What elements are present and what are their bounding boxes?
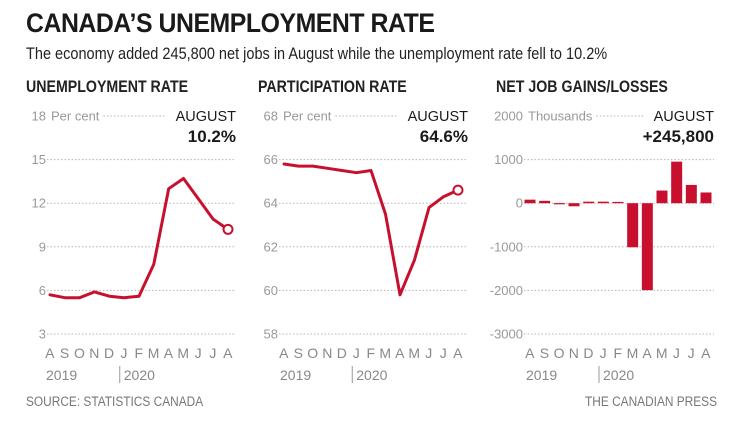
x-tick-label: J (600, 345, 608, 361)
x-tick-label: J (353, 345, 361, 361)
x-tick-label: M (148, 345, 160, 361)
bar (700, 192, 712, 204)
bar (612, 201, 624, 204)
y-tick-label: 58 (264, 327, 278, 342)
x-tick-label: M (379, 345, 391, 361)
x-tick-label: A (525, 345, 535, 361)
unemployment-panel-title: UNEMPLOYMENT RATE (26, 78, 189, 96)
latest-value: 64.6% (420, 127, 468, 146)
x-tick-label: J (209, 345, 217, 361)
y-tick-label: 6 (39, 283, 46, 298)
x-tick-label: O (307, 345, 318, 361)
x-tick-label: J (120, 345, 128, 361)
x-tick-label: O (554, 345, 565, 361)
latest-month-label: AUGUST (408, 109, 469, 125)
x-tick-label: M (177, 345, 189, 361)
x-tick-label: N (322, 345, 333, 361)
x-tick-label: A (164, 345, 174, 361)
x-tick-label: F (613, 345, 622, 361)
year-label: 2020 (356, 367, 387, 383)
y-tick-label: 62 (264, 239, 278, 254)
bar (553, 203, 565, 205)
bar (627, 203, 639, 248)
bar (656, 190, 668, 204)
year-label: 2019 (280, 367, 311, 383)
y-unit-label: Per cent (51, 109, 100, 124)
y-tick-label: -2000 (490, 283, 523, 298)
bar (524, 199, 536, 204)
data-point-latest (452, 184, 464, 196)
x-tick-label: M (656, 345, 668, 361)
y-tick-label: 12 (32, 196, 46, 211)
year-label: 2020 (603, 367, 634, 383)
netjobs-chart: -3000 -2000 -1000 0 1000 2000 Thousands AUGUST +… (490, 109, 715, 383)
source-note: SOURCE: STATISTICS CANADA (26, 394, 204, 409)
latest-value: +245,800 (643, 127, 714, 146)
y-tick-label: -1000 (490, 239, 523, 254)
y-tick-label: 66 (264, 152, 278, 167)
x-tick-label: A (642, 345, 652, 361)
bar (671, 161, 683, 204)
x-tick-label: N (89, 345, 100, 361)
x-tick-label: S (294, 345, 304, 361)
x-tick-label: J (688, 345, 696, 361)
x-tick-label: M (408, 345, 420, 361)
x-tick-label: J (195, 345, 203, 361)
y-tick-label: 60 (264, 283, 278, 298)
year-label: 2019 (46, 367, 77, 383)
bar (597, 201, 609, 204)
bar (641, 203, 653, 291)
x-tick-label: J (673, 345, 681, 361)
bar (568, 203, 580, 207)
x-tick-label: A (395, 345, 405, 361)
y-tick-label: 64 (264, 196, 278, 211)
x-tick-label: A (701, 345, 711, 361)
x-tick-label: D (583, 345, 594, 361)
bar (583, 201, 595, 204)
x-tick-label: F (366, 345, 375, 361)
participation-panel-title: PARTICIPATION RATE (258, 78, 407, 96)
y-tick-label: 15 (32, 152, 46, 167)
latest-month-label: AUGUST (176, 109, 237, 125)
x-tick-label: M (627, 345, 639, 361)
y-unit-label: Thousands (528, 109, 593, 124)
y-tick-label: 2000 (494, 109, 523, 124)
x-tick-label: D (337, 345, 348, 361)
credit-note: THE CANADIAN PRESS (584, 394, 717, 409)
y-tick-label: 18 (32, 109, 46, 124)
x-tick-label: S (60, 345, 70, 361)
x-tick-label: S (540, 345, 550, 361)
y-tick-label: 9 (39, 239, 46, 254)
bar (685, 184, 697, 204)
latest-month-label: AUGUST (654, 109, 715, 125)
x-tick-label: N (569, 345, 580, 361)
x-tick-label: O (74, 345, 85, 361)
x-tick-label: A (45, 345, 55, 361)
page-subtitle: The economy added 245,800 net jobs in Au… (26, 45, 608, 63)
data-point-latest (222, 223, 234, 235)
y-tick-label: -3000 (490, 327, 523, 342)
latest-value: 10.2% (188, 127, 236, 146)
x-tick-label: A (223, 345, 233, 361)
x-tick-label: D (104, 345, 115, 361)
x-tick-label: A (453, 345, 463, 361)
y-tick-label: 1000 (494, 152, 523, 167)
year-label: 2020 (124, 367, 155, 383)
x-tick-label: F (134, 345, 143, 361)
netjobs-panel-title: NET JOB GAINS/LOSSES (496, 78, 668, 96)
y-unit-label: Per cent (283, 109, 332, 124)
x-tick-label: J (440, 345, 448, 361)
series-line (282, 162, 460, 297)
page-title: CANADA’S UNEMPLOYMENT RATE (26, 8, 435, 38)
y-tick-label: 0 (516, 196, 523, 211)
x-tick-label: A (279, 345, 289, 361)
x-tick-label: J (425, 345, 433, 361)
y-tick-label: 3 (39, 327, 46, 342)
y-tick-label: 68 (264, 109, 278, 124)
series-line (48, 177, 230, 300)
year-label: 2019 (526, 367, 557, 383)
bar (539, 200, 551, 204)
